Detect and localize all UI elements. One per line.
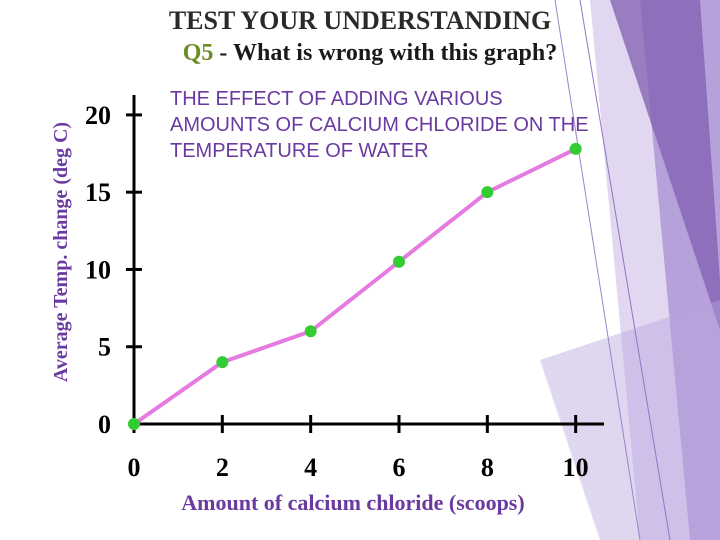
slide-title-text: TEST YOUR UNDERSTANDING <box>168 6 552 35</box>
question-number: Q5 <box>182 40 214 66</box>
decor-panel-dark <box>610 0 720 330</box>
data-point <box>216 356 229 369</box>
x-tick-label: 4 <box>304 453 317 482</box>
y-tick-label: 5 <box>98 333 111 362</box>
data-point <box>569 142 582 155</box>
chart-labels: 0 2 4 6 8 10 0 5 10 15 20 THE EFFECT OF ADDING VARI… <box>50 88 589 515</box>
decor-line <box>554 0 641 540</box>
y-tick-label: 10 <box>85 255 111 284</box>
x-axis-label: Amount of calcium chloride (scoops) <box>181 490 524 515</box>
x-tick-label: 6 <box>393 453 406 482</box>
x-tick-label: 8 <box>481 453 494 482</box>
chart-axes <box>132 95 604 426</box>
chart-series <box>128 142 582 430</box>
data-point <box>128 418 140 430</box>
chart-title-line: THE EFFECT OF ADDING VARIOUS <box>170 88 503 110</box>
slide-title: TEST YOUR UNDERSTANDING <box>0 6 720 36</box>
data-point <box>481 186 494 199</box>
data-point <box>393 255 405 268</box>
chart-title-line: AMOUNTS OF CALCIUM CHLORIDE ON THE <box>170 114 589 136</box>
y-tick-label: 0 <box>98 410 111 439</box>
chart-title-line: TEMPERATURE OF WATER <box>170 140 429 162</box>
y-tick-label: 15 <box>85 178 111 207</box>
x-tick-label: 0 <box>128 453 141 482</box>
y-axis-label: Average Temp. change (deg C) <box>50 122 72 382</box>
x-tick-label: 2 <box>216 453 229 482</box>
question-text: - What is wrong with this graph? <box>213 40 558 66</box>
decor-panel-lower <box>540 300 720 540</box>
x-tick-label: 10 <box>563 453 589 482</box>
data-point <box>304 325 317 338</box>
decor-line <box>579 0 671 540</box>
series-line <box>132 147 577 426</box>
y-tick-label: 20 <box>85 101 111 130</box>
question-line: Q5 - What is wrong with this graph? <box>10 40 720 67</box>
chart-ticks <box>126 113 578 433</box>
